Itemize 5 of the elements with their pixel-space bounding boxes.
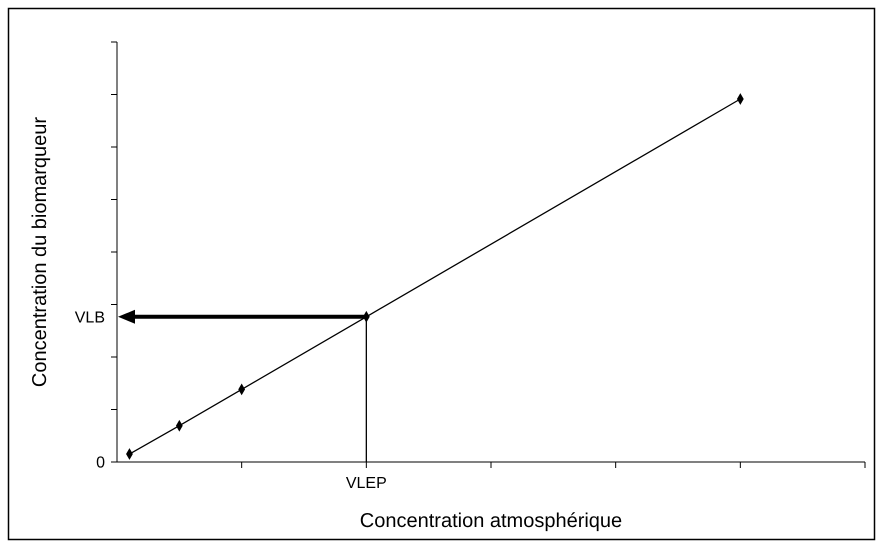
- y-axis-title: Concentration du biomarqueur: [29, 116, 51, 388]
- x-axis-title: Concentration atmosphérique: [360, 510, 622, 532]
- ref-line-label: VLB: [74, 309, 105, 326]
- text: 0: [96, 454, 106, 472]
- text: VLEP: [346, 475, 387, 492]
